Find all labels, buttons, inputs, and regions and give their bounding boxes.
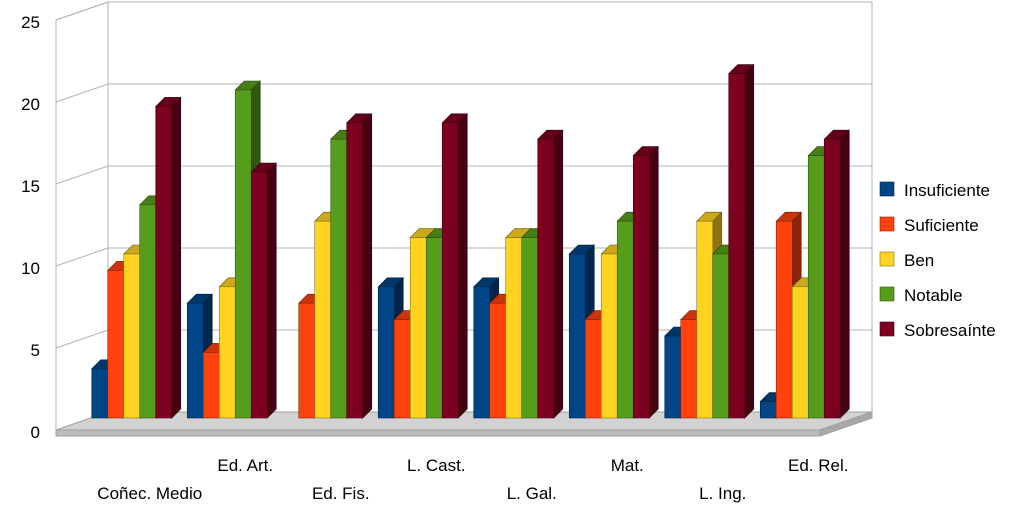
bar-front — [632, 155, 650, 419]
bar-front — [107, 270, 125, 419]
bar-front — [696, 220, 714, 419]
bar-front — [600, 253, 618, 419]
bar-front — [250, 171, 268, 419]
bar-front — [489, 302, 507, 419]
floor-front — [55, 429, 821, 437]
y-tick-label: 25 — [21, 13, 40, 32]
gridline — [55, 1, 872, 21]
bar-front — [775, 220, 793, 419]
gridline — [55, 165, 872, 185]
bar-front — [425, 237, 443, 419]
bar-sobresainte-mat — [632, 145, 659, 419]
x-tick-label: Ed. Fis. — [312, 484, 370, 503]
y-axis-ticks: 0 5 10 15 20 25 — [21, 13, 40, 442]
bar-front — [728, 73, 746, 419]
bar-side — [553, 129, 564, 419]
legend-swatch — [879, 181, 895, 197]
legend-item-notable: Notable — [879, 286, 963, 305]
legend-label: Sobresaínte — [904, 321, 996, 340]
bar-front — [505, 237, 523, 419]
bar-front — [441, 122, 459, 419]
legend-label: Suficiente — [904, 216, 979, 235]
bar-front — [473, 286, 491, 419]
y-tick-label: 0 — [31, 423, 40, 442]
bar-front — [616, 220, 634, 419]
legend-swatch — [879, 321, 895, 337]
legend-item-ben: Ben — [879, 251, 934, 270]
bar-front — [123, 253, 141, 419]
floor-top — [55, 411, 873, 431]
bar-front — [393, 319, 411, 419]
bar-front — [759, 401, 777, 419]
x-tick-label: Ed. Rel. — [788, 456, 848, 475]
bar-front — [537, 138, 555, 419]
bar-front — [298, 302, 316, 419]
y-tick-label: 20 — [21, 95, 40, 114]
legend-item-sobresainte: Sobresaínte — [879, 321, 996, 340]
bar-front — [584, 319, 602, 419]
x-tick-label: L. Cast. — [407, 456, 466, 475]
legend-item-suficiente: Suficiente — [879, 216, 979, 235]
bar-front — [91, 368, 109, 419]
x-axis-ticks: Coñec. Medio Ed. Art. Ed. Fis. L. Cast. L. G… — [97, 456, 848, 503]
bar-sobresainte-conec-medio — [155, 96, 182, 419]
bar-front — [521, 237, 539, 419]
bar-front — [712, 253, 730, 419]
floor-side — [819, 411, 873, 437]
bar-front — [377, 286, 395, 419]
bar-side — [744, 63, 755, 419]
bar-sobresainte-ed-art — [250, 162, 277, 419]
bar-side — [171, 96, 182, 419]
bar-side — [457, 113, 468, 419]
bar-front — [186, 302, 204, 419]
x-tick-label: L. Gal. — [507, 484, 557, 503]
chart-floor — [55, 411, 873, 437]
x-tick-label: Coñec. Medio — [97, 484, 202, 503]
legend-swatch — [879, 251, 895, 267]
legend-label: Ben — [904, 251, 934, 270]
bar-sobresainte-ed-fis — [346, 113, 373, 419]
bar-side — [839, 129, 850, 419]
bar-front — [791, 286, 809, 419]
bar-front — [664, 335, 682, 419]
bar-front — [346, 122, 364, 419]
bar-sobresainte-l-ing — [728, 63, 755, 419]
legend: Insuficiente Suficiente Ben Notable Sobresaí… — [879, 181, 996, 340]
gridline — [55, 83, 872, 103]
bar-front — [330, 138, 348, 419]
bar-side — [648, 145, 659, 419]
bar-front — [807, 155, 825, 419]
bar-front — [823, 138, 841, 419]
x-tick-label: L. Ing. — [699, 484, 746, 503]
bar-front — [139, 204, 157, 419]
legend-swatch — [879, 286, 895, 302]
y-tick-label: 5 — [31, 341, 40, 360]
bar-sobresainte-l-cast — [441, 113, 468, 419]
x-tick-label: Mat. — [611, 456, 644, 475]
legend-item-insuficiente: Insuficiente — [879, 181, 990, 200]
bars — [91, 63, 850, 419]
bar-front — [409, 237, 427, 419]
bar-front — [218, 286, 236, 419]
bar-side — [362, 113, 373, 419]
bar-side — [266, 162, 277, 419]
bar-front — [314, 220, 332, 419]
bar-front — [568, 253, 586, 419]
bar-front — [234, 89, 252, 419]
bar-front — [202, 352, 220, 419]
bar-front — [155, 106, 173, 419]
legend-label: Insuficiente — [904, 181, 990, 200]
legend-swatch — [879, 216, 895, 232]
bar-sobresainte-ed-rel — [823, 129, 850, 419]
bar-front — [680, 319, 698, 419]
legend-label: Notable — [904, 286, 963, 305]
x-tick-label: Ed. Art. — [217, 456, 273, 475]
y-tick-label: 10 — [21, 259, 40, 278]
bar-sobresainte-l-gal — [537, 129, 564, 419]
y-tick-label: 15 — [21, 177, 40, 196]
